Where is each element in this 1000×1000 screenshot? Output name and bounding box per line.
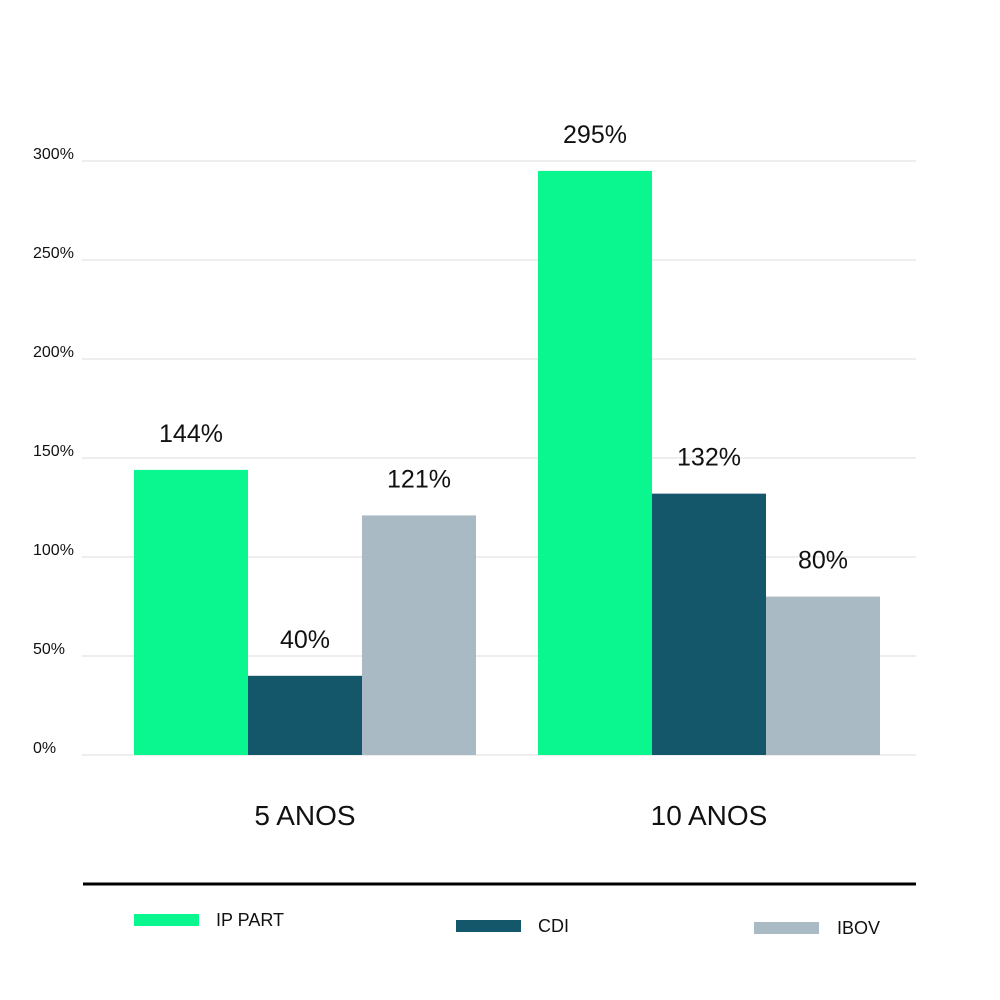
category-label: 5 ANOS [254, 800, 355, 831]
y-tick-label: 150% [33, 443, 74, 460]
legend-swatch [754, 922, 819, 934]
y-tick-label: 300% [33, 146, 74, 163]
legend-label: IP PART [216, 910, 284, 930]
y-tick-label: 50% [33, 641, 65, 658]
y-tick-label: 250% [33, 245, 74, 262]
bar-ip-part [134, 469, 248, 755]
bar-ibov [362, 515, 476, 755]
y-tick-label: 0% [33, 740, 56, 757]
data-label: 144% [159, 420, 223, 448]
data-label: 40% [280, 626, 330, 654]
data-label: 121% [387, 465, 451, 493]
data-label: 295% [563, 121, 627, 149]
data-label: 80% [798, 547, 848, 575]
legend-swatch [456, 920, 521, 932]
category-label: 10 ANOS [651, 800, 768, 831]
y-tick-label: 200% [33, 344, 74, 361]
y-tick-label: 100% [33, 542, 74, 559]
legend-swatch [134, 914, 199, 926]
bar-ibov [766, 596, 880, 755]
data-label: 132% [677, 444, 741, 472]
bar-cdi [248, 675, 362, 755]
bar-ip-part [538, 170, 652, 755]
legend-label: CDI [538, 916, 569, 936]
bar-cdi [652, 493, 766, 755]
legend-label: IBOV [837, 918, 880, 938]
